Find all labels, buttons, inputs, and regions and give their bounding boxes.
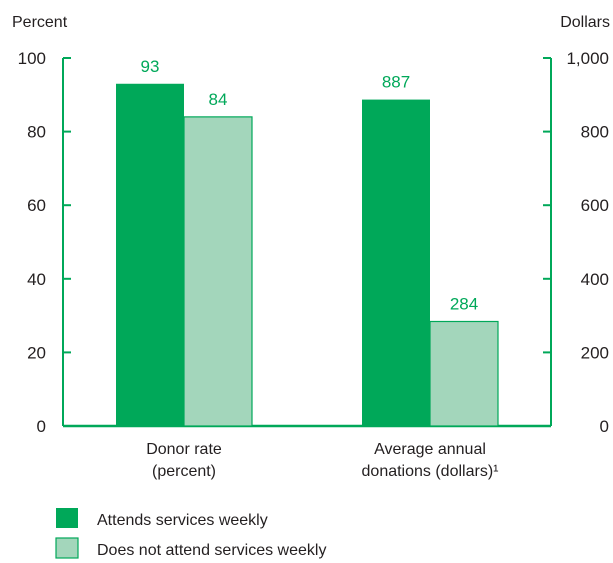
bar: [183, 116, 253, 427]
right-tick-label: 1,000: [566, 49, 609, 68]
category-label: (percent): [152, 463, 216, 480]
plot-area: 0 20 40 60 80 100 0 200 400 600 800 1,000 93 84 Donor …: [18, 49, 609, 480]
left-tick-label: 0: [37, 417, 46, 436]
bar-value-label: 887: [382, 73, 410, 92]
right-tick-label: 400: [581, 270, 609, 289]
right-tick-label: 800: [581, 123, 609, 142]
bar: [116, 83, 184, 426]
left-tick-label: 100: [18, 49, 46, 68]
bar: [429, 320, 499, 427]
category-label: Donor rate: [146, 441, 222, 458]
bar: [362, 99, 430, 427]
legend-label: Attends services weekly: [97, 512, 268, 529]
left-axis-title: Percent: [12, 14, 68, 31]
right-axis-title: Dollars: [560, 14, 610, 31]
bar-value-label: 284: [450, 294, 478, 313]
left-tick-label: 80: [27, 123, 46, 142]
legend-swatch: [55, 537, 79, 559]
bar-value-label: 93: [141, 57, 160, 76]
legend: Attends services weekly Does not attend s…: [55, 508, 326, 559]
legend-swatch: [56, 508, 78, 528]
right-tick-label: 200: [581, 343, 609, 362]
left-tick-label: 20: [27, 343, 46, 362]
left-tick-label: 40: [27, 270, 46, 289]
right-tick-label: 0: [600, 417, 609, 436]
right-tick-label: 600: [581, 196, 609, 215]
bar-value-label: 84: [209, 90, 228, 109]
category-label: Average annual: [374, 441, 486, 458]
left-tick-label: 60: [27, 196, 46, 215]
category-label: donations (dollars)¹: [362, 463, 499, 480]
legend-label: Does not attend services weekly: [97, 542, 326, 559]
